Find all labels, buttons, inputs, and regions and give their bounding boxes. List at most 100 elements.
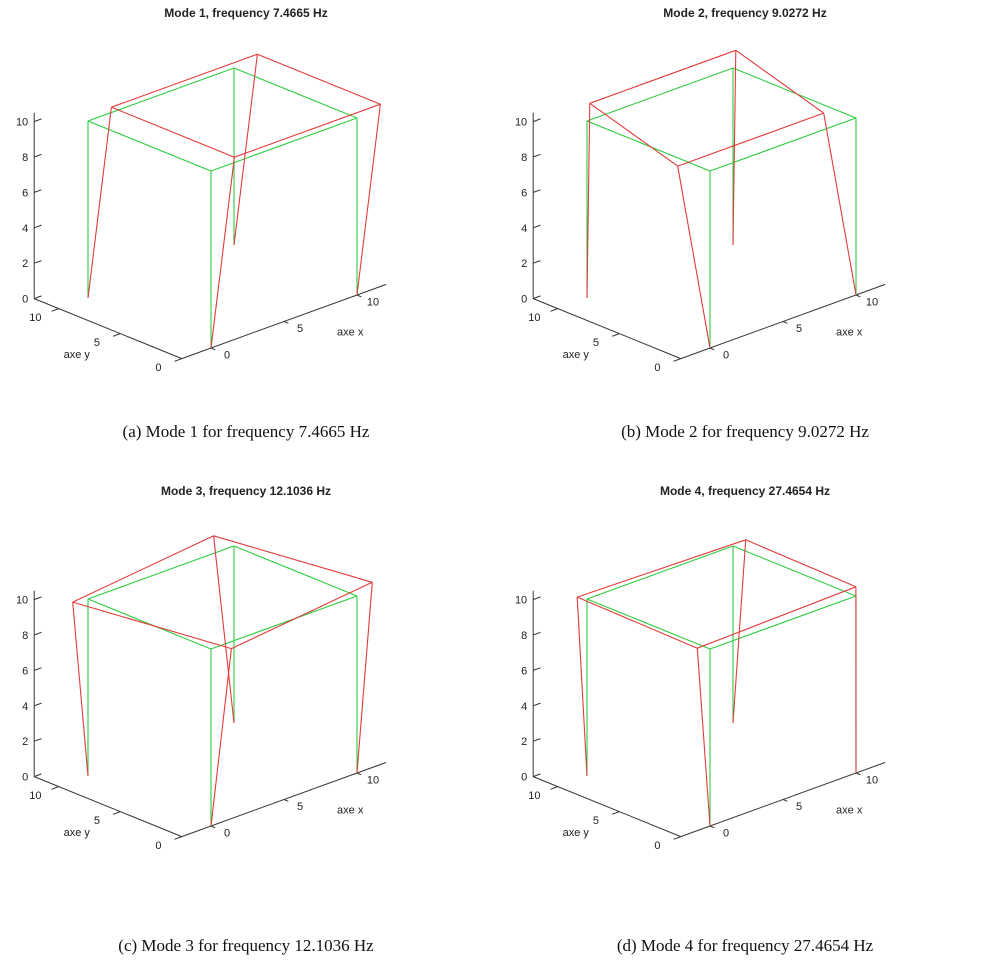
y-tick-label: 10 xyxy=(29,312,41,324)
x-tick xyxy=(855,772,861,776)
deformed-member xyxy=(732,50,737,246)
z-tick-label: 4 xyxy=(521,223,527,235)
y-tick-label: 0 xyxy=(654,362,660,374)
y-axis-line xyxy=(34,298,182,360)
z-tick-label: 0 xyxy=(521,294,527,306)
z-tick xyxy=(34,702,42,707)
undeformed-member xyxy=(87,598,212,650)
z-tick xyxy=(533,773,541,778)
y-tick-label: 0 xyxy=(155,362,161,374)
deformed-member xyxy=(356,104,381,296)
y-tick xyxy=(174,358,182,362)
x-axis-label: axe x xyxy=(337,327,364,339)
plot-title: Mode 1, frequency 7.4665 Hz xyxy=(164,6,328,20)
x-tick xyxy=(709,825,715,829)
z-tick xyxy=(533,189,541,193)
x-tick xyxy=(782,321,788,324)
z-tick-label: 8 xyxy=(521,630,527,642)
undeformed-member xyxy=(586,598,711,650)
z-tick-label: 4 xyxy=(22,701,28,713)
z-tick xyxy=(34,118,42,123)
deformed-member xyxy=(210,648,232,827)
figure-caption: (a) Mode 1 for frequency 7.4665 Hz xyxy=(122,422,370,441)
y-tick-label: 5 xyxy=(593,815,599,827)
deformed-member xyxy=(72,602,89,777)
z-tick-label: 2 xyxy=(22,258,28,270)
x-axis-label: axe x xyxy=(836,327,863,339)
deformed-member xyxy=(589,49,736,104)
z-tick xyxy=(34,295,42,300)
z-tick-label: 8 xyxy=(521,152,527,164)
deformed-member xyxy=(233,54,258,246)
z-tick-label: 2 xyxy=(22,736,28,748)
deformed-member xyxy=(697,586,857,649)
z-tick xyxy=(34,631,42,636)
y-tick xyxy=(51,308,59,312)
plot-title: Mode 3, frequency 12.1036 Hz xyxy=(160,484,332,498)
x-tick xyxy=(283,799,289,802)
figure-caption: (c) Mode 3 for frequency 12.1036 Hz xyxy=(118,936,374,955)
figure-panel-c: Mode 3, frequency 12.1036 Hz 0 5 10 0 5 10 0 2 4… xyxy=(6,478,486,955)
undeformed-member xyxy=(586,67,734,122)
undeformed-member xyxy=(87,545,235,600)
y-tick xyxy=(112,333,121,337)
x-tick-label: 0 xyxy=(224,350,230,362)
z-tick xyxy=(533,702,541,707)
deformed-member xyxy=(732,539,747,724)
undeformed-member xyxy=(586,545,734,600)
undeformed-member xyxy=(87,67,235,122)
y-tick-label: 10 xyxy=(528,312,540,324)
z-tick xyxy=(34,260,42,264)
undeformed-member xyxy=(732,545,857,597)
z-tick xyxy=(533,596,541,601)
z-tick-label: 0 xyxy=(22,772,28,784)
z-tick-label: 10 xyxy=(16,117,28,129)
y-axis-line xyxy=(533,298,681,360)
undeformed-member xyxy=(210,595,358,650)
y-tick-label: 0 xyxy=(654,840,660,852)
y-tick-label: 10 xyxy=(29,790,41,802)
deformed-member xyxy=(231,581,373,650)
figure-panel-b: Mode 2, frequency 9.0272 Hz 0 5 10 0 5 10 0 2 4 6… xyxy=(505,0,985,475)
y-axis-line xyxy=(34,776,182,838)
x-tick-label: 5 xyxy=(796,801,802,813)
y-tick-label: 5 xyxy=(94,815,100,827)
deformed-member xyxy=(745,539,857,588)
y-tick xyxy=(112,811,121,815)
z-tick-label: 0 xyxy=(521,772,527,784)
z-tick xyxy=(34,773,42,778)
figure-caption: (b) Mode 2 for frequency 9.0272 Hz xyxy=(621,422,869,441)
y-tick-label: 5 xyxy=(593,337,599,349)
figure-panel-d: Mode 4, frequency 27.4654 Hz 0 5 10 0 5 10 0 2 4… xyxy=(505,478,985,955)
x-tick xyxy=(356,294,362,298)
x-tick-label: 10 xyxy=(866,297,878,309)
x-axis-label: axe x xyxy=(337,805,364,817)
x-tick-label: 5 xyxy=(796,323,802,335)
x-tick-label: 10 xyxy=(367,775,379,787)
z-tick-label: 2 xyxy=(521,736,527,748)
z-tick xyxy=(34,596,42,601)
deformed-member xyxy=(213,535,373,583)
y-tick xyxy=(550,786,558,790)
deformed-member xyxy=(677,166,711,349)
deformed-member xyxy=(576,597,588,777)
z-tick xyxy=(533,667,541,671)
x-tick xyxy=(782,799,788,802)
y-tick-label: 5 xyxy=(94,337,100,349)
deformed-member xyxy=(356,582,373,774)
y-tick xyxy=(174,836,182,840)
x-tick xyxy=(855,294,861,298)
z-tick-label: 4 xyxy=(521,701,527,713)
z-tick xyxy=(533,118,541,123)
z-tick-label: 8 xyxy=(22,152,28,164)
undeformed-member xyxy=(210,117,358,172)
z-tick xyxy=(34,153,42,158)
z-tick xyxy=(533,738,541,742)
z-tick xyxy=(34,189,42,193)
x-axis-label: axe x xyxy=(836,805,863,817)
deformed-member xyxy=(111,106,235,158)
x-tick-label: 0 xyxy=(224,828,230,840)
plot-title: Mode 2, frequency 9.0272 Hz xyxy=(663,6,827,20)
